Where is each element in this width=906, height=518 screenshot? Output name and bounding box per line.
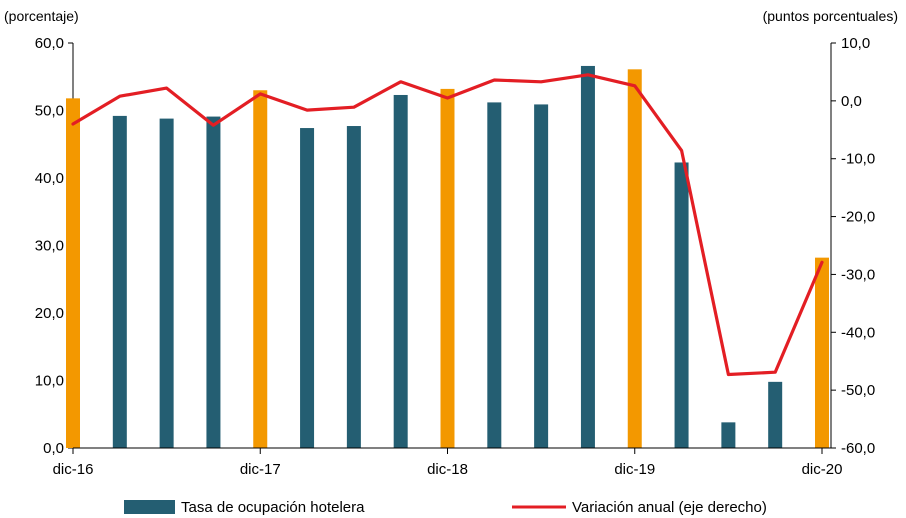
left-axis-tick-label: 40,0: [35, 170, 64, 187]
right-axis-tick-label: -20,0: [841, 209, 875, 226]
bar: [815, 257, 829, 448]
x-axis: dic-16 dic-17 dic-18 dic-19 dic-20: [53, 447, 843, 478]
bar: [393, 94, 408, 448]
x-axis-tick-label: dic-16: [53, 461, 94, 478]
variation-line: [71, 73, 824, 377]
legend-label-line: Variación anual (eje derecho): [572, 499, 767, 516]
bar: [534, 104, 549, 449]
bar: [346, 126, 361, 449]
right-axis-tick-label: 0,0: [841, 93, 862, 110]
right-axis-tick-label: -30,0: [841, 266, 875, 283]
bar: [768, 381, 783, 448]
bar: [440, 88, 455, 449]
right-axis: -60,0 -50,0 -40,0 -30,0 -20,0 -10,0 0,0 10,0: [830, 35, 875, 457]
bar-series: [66, 65, 829, 449]
x-axis-tick-label: dic-20: [802, 461, 843, 478]
bar: [674, 162, 689, 448]
right-axis-tick-label: -60,0: [841, 440, 875, 457]
right-axis-tick-label: 10,0: [841, 35, 870, 52]
x-axis-tick-label: dic-18: [427, 461, 468, 478]
left-axis: 0,0 10,0 20,0 30,0 40,0 50,0 60,0: [35, 35, 74, 457]
left-axis-tick-label: 20,0: [35, 305, 64, 322]
right-axis-unit: (puntos porcentuales): [763, 8, 898, 24]
bar: [159, 118, 174, 448]
bar: [580, 65, 595, 448]
left-axis-unit: (porcentaje): [4, 8, 79, 24]
bar: [300, 128, 315, 449]
bar: [66, 98, 80, 448]
x-axis-tick-label: dic-19: [614, 461, 655, 478]
bar: [487, 102, 502, 449]
right-axis-tick-label: -50,0: [841, 382, 875, 399]
line-series: [71, 73, 824, 377]
left-axis-tick-label: 0,0: [43, 440, 64, 457]
left-axis-tick-label: 10,0: [35, 373, 64, 390]
x-axis-tick-label: dic-17: [240, 461, 281, 478]
bar: [627, 69, 642, 448]
bar: [721, 422, 736, 448]
legend-label-bars: Tasa de ocupación hotelera: [181, 499, 365, 516]
legend: Tasa de ocupación hotelera Variación anu…: [124, 499, 767, 516]
left-axis-tick-label: 30,0: [35, 238, 64, 255]
legend-swatch-bars: [124, 500, 175, 514]
right-axis-tick-label: -10,0: [841, 151, 875, 168]
left-axis-tick-label: 60,0: [35, 35, 64, 52]
left-axis-tick-label: 50,0: [35, 103, 64, 120]
bar: [112, 115, 127, 449]
bar: [253, 90, 268, 448]
right-axis-tick-label: -40,0: [841, 324, 875, 341]
bar: [206, 116, 221, 448]
